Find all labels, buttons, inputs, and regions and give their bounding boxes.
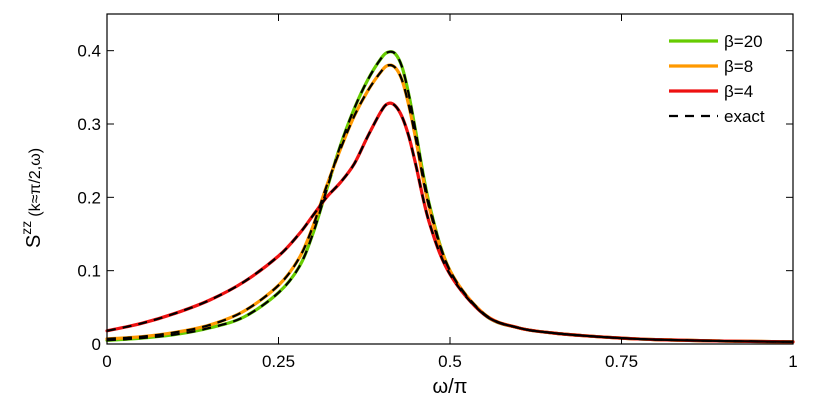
legend-label-3: β=4 [724,82,753,101]
legend-label-1: β=20 [724,32,763,51]
plot-lines [105,50,795,344]
y-tick-label: 0.2 [77,188,101,207]
x-tick-label: 0 [102,352,111,371]
legend-label-4: exact [724,107,765,126]
tick-labels: 0 0.25 0.5 0.75 1 0 0.1 0.2 0.3 0.4 [77,42,797,371]
x-tick-label: 1 [788,352,797,371]
x-axis-label: ω/π [433,376,468,398]
y-axis-label-sup: zz [18,221,34,235]
y-axis-label-main: S [23,235,45,248]
series-line-3 [105,101,795,344]
legend-label-2: β=8 [724,57,753,76]
y-tick-label: 0.4 [77,42,101,61]
y-axis-label: Szz (k≈π/2,ω) [18,148,45,248]
y-tick-label: 0.3 [77,115,101,134]
plot-frame [106,13,794,345]
x-tick-label: 0.5 [438,352,462,371]
axis-ticks [106,14,794,345]
legend: β=20 β=8 β=4 exact [669,32,765,126]
y-axis-label-rest: (k≈π/2,ω) [27,148,44,217]
x-tick-label: 0.25 [262,352,295,371]
y-tick-label: 0 [92,335,101,354]
y-tick-label: 0.1 [77,262,101,281]
x-tick-label: 0.75 [605,352,638,371]
exact-line-3 [106,102,794,343]
